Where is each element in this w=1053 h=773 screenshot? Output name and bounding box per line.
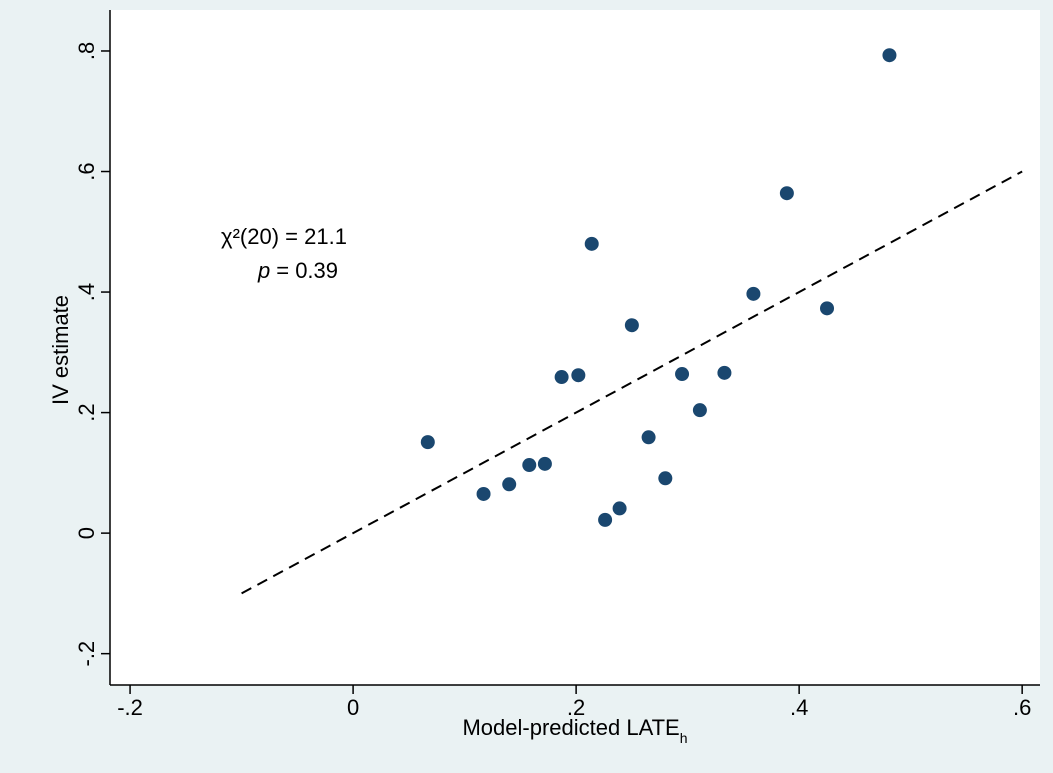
point xyxy=(675,367,690,382)
plot-area xyxy=(110,10,1040,685)
x-axis-title: Model-predicted LATEh xyxy=(462,715,687,746)
point xyxy=(584,236,599,251)
y-tick-label: .4 xyxy=(74,283,99,301)
point xyxy=(571,368,586,383)
y-tick-label: .2 xyxy=(74,403,99,421)
x-tick-label: .6 xyxy=(1013,695,1031,720)
reference-line xyxy=(241,170,1023,595)
point xyxy=(692,403,707,418)
y-tick-label: .6 xyxy=(74,162,99,180)
x-tick-label: -.2 xyxy=(117,695,143,720)
x-title-subscript: h xyxy=(680,730,688,746)
point xyxy=(476,486,491,501)
point xyxy=(554,370,569,385)
point xyxy=(641,430,656,445)
annotation-text: = 0.39 xyxy=(276,258,338,283)
point xyxy=(502,477,517,492)
y-axis-title: IV estimate xyxy=(48,295,73,405)
x-tick-label: .2 xyxy=(567,695,585,720)
point xyxy=(779,186,794,201)
point xyxy=(624,318,639,333)
point xyxy=(658,471,673,486)
point xyxy=(882,48,897,63)
x-title-main: Model-predicted LATE xyxy=(462,715,679,740)
point xyxy=(420,435,435,450)
point xyxy=(598,512,613,527)
y-tick-label: -.2 xyxy=(74,641,99,667)
annotation: χ²(20) = 21.1 xyxy=(221,224,347,249)
point xyxy=(746,286,761,301)
point xyxy=(717,365,732,380)
annotation: p = 0.39 xyxy=(257,258,338,283)
point xyxy=(537,456,552,471)
x-tick-label: 0 xyxy=(347,695,359,720)
x-tick-label: .4 xyxy=(790,695,808,720)
annotation-symbol: p xyxy=(257,258,270,283)
y-tick-label: .8 xyxy=(74,42,99,60)
point xyxy=(612,501,627,516)
y-tick-label: 0 xyxy=(74,527,99,539)
point xyxy=(522,458,537,473)
point xyxy=(820,301,835,316)
